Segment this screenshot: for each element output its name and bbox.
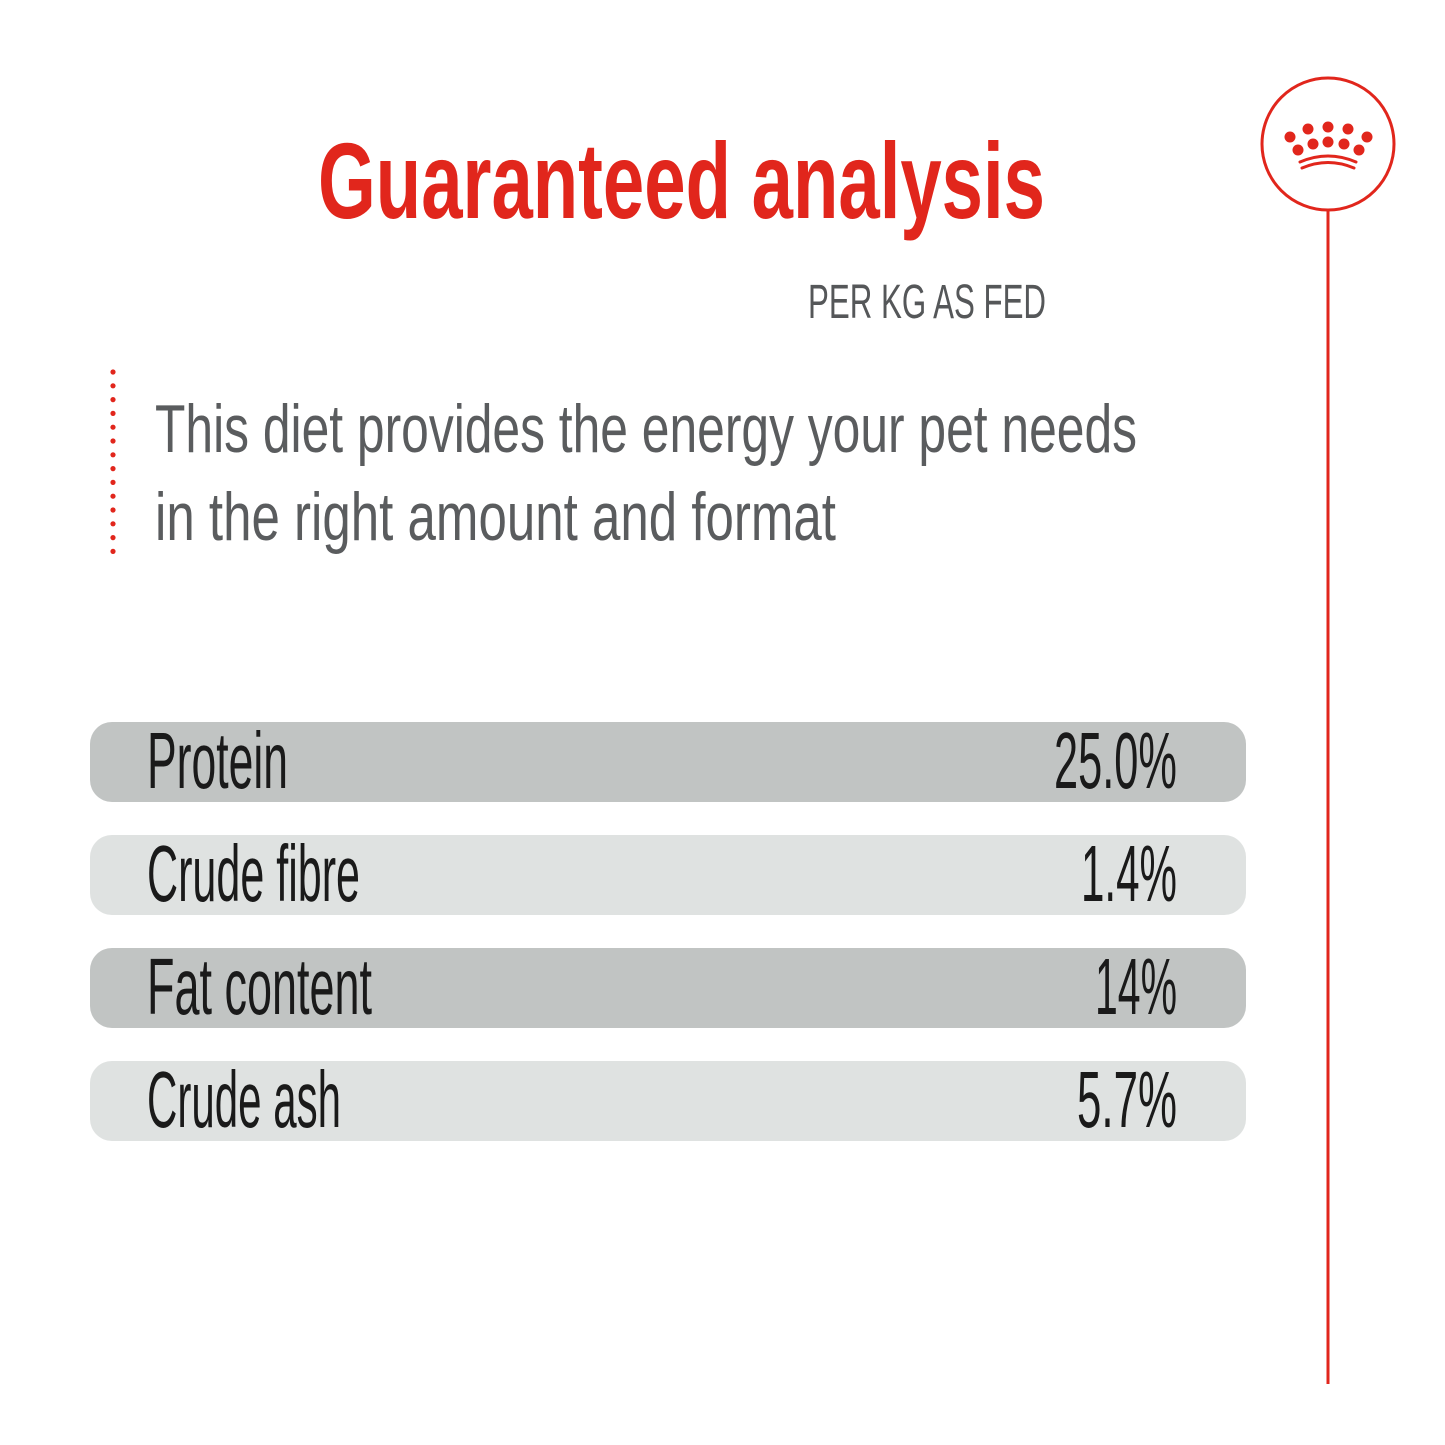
dot [110, 466, 116, 472]
dot [110, 410, 116, 416]
brand-logo [1260, 76, 1396, 212]
row-background [90, 722, 1246, 802]
nutrient-value: 25.0% [1054, 716, 1177, 805]
nutrient-label: Crude fibre [147, 829, 360, 918]
row-background [90, 948, 1246, 1028]
dot [110, 438, 116, 444]
dot [110, 452, 116, 458]
dot [110, 535, 116, 541]
dot [110, 507, 116, 513]
nutrient-value: 1.4% [1081, 829, 1177, 918]
nutrient-row: Fat content 14% [90, 942, 1246, 1031]
nutrient-label: Fat content [147, 942, 372, 1031]
dot [110, 383, 116, 389]
dot [110, 548, 116, 555]
dot [110, 493, 116, 499]
subtitle: PER KG AS FED [808, 276, 1046, 329]
dot [110, 521, 116, 527]
row-background [90, 1061, 1246, 1141]
description-line-2: in the right amount and format [155, 479, 836, 555]
nutrient-row: Crude fibre 1.4% [90, 829, 1246, 918]
dot [110, 479, 116, 485]
dotted-accent-line [110, 369, 116, 555]
nutrient-value: 14% [1095, 942, 1177, 1031]
dot [110, 369, 116, 375]
nutrient-label: Protein [147, 716, 288, 805]
row-background [90, 835, 1246, 915]
dot [110, 397, 116, 403]
nutrient-label: Crude ash [147, 1055, 341, 1144]
nutrient-row: Crude ash 5.7% [90, 1055, 1246, 1144]
crown-icon [1284, 121, 1373, 170]
nutrient-value: 5.7% [1077, 1055, 1177, 1144]
page-title: Guaranteed analysis [318, 120, 1045, 241]
description-line-1: This diet provides the energy your pet n… [155, 391, 1137, 467]
dot [110, 424, 116, 430]
nutrient-row: Protein 25.0% [90, 716, 1246, 805]
